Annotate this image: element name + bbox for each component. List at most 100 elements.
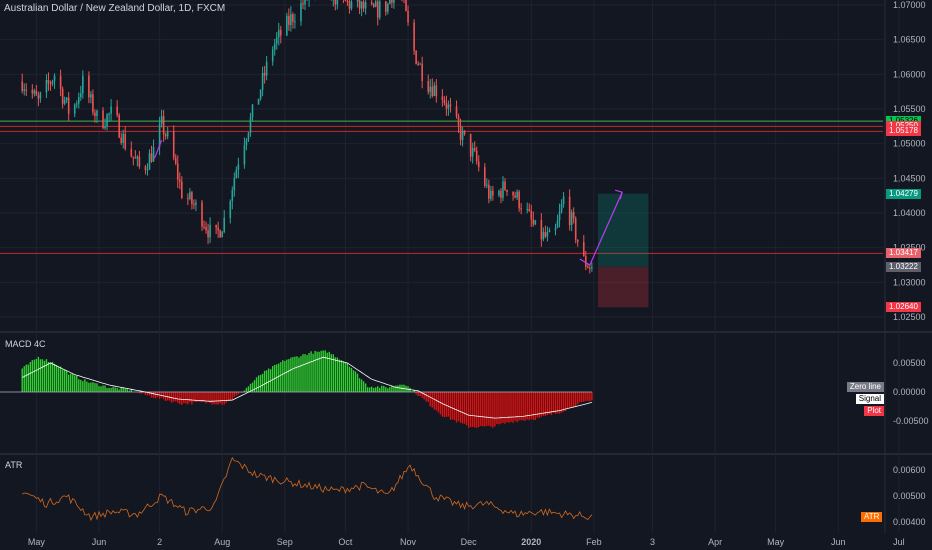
macd-bar (128, 390, 130, 392)
macd-bar (197, 392, 199, 402)
macd-bar (53, 363, 56, 392)
candle-body (486, 184, 488, 186)
candle-body (304, 0, 306, 5)
macd-legend-tag: Plot (864, 406, 884, 416)
candle-body (427, 81, 430, 92)
macd-bar (474, 392, 476, 428)
macd-bar (510, 392, 512, 422)
macd-bar (478, 392, 480, 428)
candle-body (108, 113, 110, 115)
macd-bar (84, 379, 86, 392)
candle-body (201, 202, 203, 227)
macd-bar (25, 364, 27, 392)
macd-bar (373, 387, 375, 392)
candle-body (364, 2, 367, 9)
macd-bar (177, 392, 179, 403)
macd-bar (566, 392, 569, 409)
candle-body (415, 50, 417, 64)
candle-body (237, 164, 240, 170)
macd-bar (122, 387, 124, 392)
candle-body (51, 81, 54, 84)
macd-bar (512, 392, 514, 423)
candle-body (518, 191, 520, 209)
drawing-line[interactable] (154, 139, 163, 159)
macd-bar (227, 392, 229, 401)
candle-body (77, 96, 80, 104)
candle-body (63, 100, 66, 104)
macd-bar (237, 392, 240, 395)
projection-arrow[interactable] (579, 191, 623, 266)
candle-body (160, 116, 163, 124)
macd-bar (482, 392, 484, 427)
macd-bar (496, 392, 498, 425)
macd-bar (506, 392, 508, 423)
candle-body (221, 231, 223, 238)
price-badge: 1.04279 (886, 188, 921, 199)
macd-bar (417, 392, 419, 397)
macd-bar (318, 351, 320, 392)
macd-bar (455, 392, 458, 423)
time-tick-label: May (28, 537, 46, 547)
candle-body (288, 15, 290, 26)
time-axis[interactable]: May Jun 2 Aug Sep Oct Nov Dec 2020 Feb 3 Apr May Jun J… (28, 537, 905, 547)
macd-bar (207, 392, 209, 403)
candle-body (370, 2, 373, 5)
macd-bar (51, 361, 54, 392)
macd-bar (179, 392, 181, 404)
macd-bar (441, 392, 444, 417)
time-tick-label: Feb (586, 537, 602, 547)
macd-bar (209, 392, 211, 403)
atr-line (21, 456, 593, 522)
atr-badge: ATR (861, 511, 883, 522)
position-stop-zone[interactable] (597, 266, 649, 308)
macd-bar (585, 392, 587, 401)
macd-bar (465, 392, 468, 426)
candle-body (67, 97, 70, 114)
candle-body (209, 224, 211, 238)
macd-bar (344, 362, 347, 392)
macd-legend-tag: Zero line (846, 382, 884, 392)
chart-title: Australian Dollar / New Zealand Dollar, … (4, 3, 226, 14)
macd-bar (296, 356, 298, 392)
macd-bar (183, 392, 185, 404)
macd-bar (310, 351, 312, 392)
macd-histogram (21, 350, 593, 428)
macd-bar (377, 386, 379, 392)
macd-bar (67, 374, 70, 392)
macd-bar (338, 359, 341, 392)
horizontal-levels[interactable] (0, 120, 883, 254)
macd-bar (421, 392, 423, 398)
macd-bar (290, 357, 292, 392)
macd-bar (358, 378, 361, 392)
candle-body (132, 156, 135, 158)
macd-bar (276, 364, 278, 392)
macd-bar (152, 392, 155, 398)
price-tick-label: 1.07000 (893, 0, 926, 10)
macd-bar (23, 366, 25, 392)
macd-bar (516, 392, 518, 423)
macd-bar (292, 357, 294, 392)
candle-body (53, 75, 56, 82)
candle-body (469, 133, 472, 157)
macd-bar (306, 355, 308, 392)
candle-body (544, 232, 547, 237)
candle-body (445, 103, 448, 109)
macd-bar (461, 392, 464, 424)
macd-bar (41, 359, 44, 392)
macd-bar (484, 392, 486, 427)
price-axis[interactable]: 1.07000 1.06500 1.06000 1.05500 1.05000 1.045… (893, 0, 926, 322)
macd-bar (346, 363, 349, 392)
projection-arrowhead[interactable] (614, 189, 623, 200)
candle-body (290, 14, 292, 26)
macd-bar (467, 392, 470, 428)
candles (21, 0, 593, 274)
macd-bar (397, 385, 399, 392)
macd-bar (500, 392, 502, 424)
macd-bar (124, 388, 126, 392)
macd-bar (379, 387, 381, 392)
macd-bar (70, 373, 72, 392)
candle-body (271, 49, 274, 62)
position-target-zone[interactable] (597, 193, 649, 267)
price-badge: 1.05326 (886, 116, 921, 127)
